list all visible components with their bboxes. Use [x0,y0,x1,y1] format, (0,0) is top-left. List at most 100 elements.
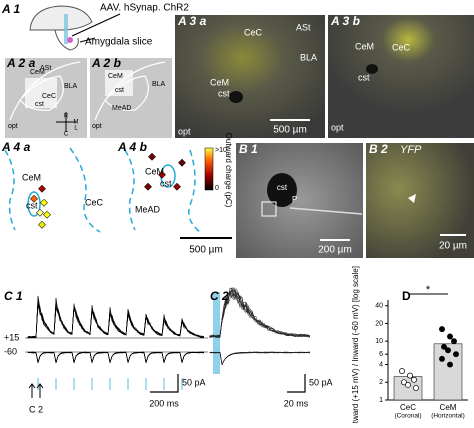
trace [27,301,205,339]
label: A 2 a [6,56,36,70]
label: cst [160,178,172,188]
label: CeM [355,41,374,51]
y-tick-label: 40 [375,303,383,310]
label: A 1 [1,2,21,16]
trace [209,351,310,366]
y-tick-label: 6 [379,351,383,358]
label: R [64,114,69,120]
point [451,338,457,345]
label: C 2 [210,289,229,303]
y-tick-label: 2 [379,379,383,386]
light-pulse [213,292,220,374]
label: 0 [215,185,219,192]
point [439,326,445,333]
point [405,382,411,388]
label: CeM [210,77,229,87]
label: opt [8,123,18,130]
point [399,368,405,375]
point [447,333,453,340]
roi [105,70,133,96]
label: CeC [244,27,263,37]
label: Outward charge (pC) [224,133,233,208]
y-axis-label: Outward (+15 mV) / Inward (-60 mV) [log … [351,266,360,423]
arrowhead [408,194,416,203]
label: cst [35,101,44,108]
label: YFP [400,144,422,156]
label: A 4 b [117,140,147,154]
label: L [74,126,78,132]
label: P [292,195,297,204]
trace [209,351,311,366]
label: opt [92,123,102,130]
label: CeM [145,166,164,176]
label: MeAD [112,105,131,112]
trace [27,301,205,339]
label: 20 ms [284,398,309,408]
x-tick-label: CeM [440,403,457,412]
y-tick-label: 20 [375,320,383,327]
trace [209,287,311,338]
y-tick-label: 4 [379,361,383,368]
label: M [74,120,79,126]
label: A 3 a [177,14,207,28]
point [453,351,459,358]
x-tick-note: (Horizontal) [431,413,465,420]
label: C [64,132,69,138]
label: cst [218,88,230,98]
label: opt [331,122,344,132]
cst [229,91,243,103]
y-tick-label: 1 [379,397,383,404]
trace [209,351,311,365]
label: BLA [152,81,166,88]
trace [27,302,205,339]
point [413,385,419,391]
micrograph [236,143,363,258]
cst-outline [27,191,41,217]
x-tick-note: (Coronal) [394,413,421,420]
trace [209,351,310,365]
trace [27,298,205,339]
label: MeAD [135,204,161,214]
label: CeC [42,93,56,100]
roi [25,78,57,108]
label: B 1 [239,142,258,156]
point [411,376,417,383]
outline [4,147,201,233]
label: 50 pA [309,377,333,387]
label: 20 µm [439,241,467,252]
label: cst [358,72,370,82]
label: C 1 [4,289,23,303]
trace [27,351,205,364]
label: CeM [108,73,123,80]
cst [267,173,297,207]
label: -60 [4,346,17,356]
point [439,355,445,362]
label: CeC [392,42,411,52]
traces [25,286,311,398]
trace [27,298,205,339]
y-tick-label: 10 [375,338,383,345]
label: +15 [4,332,19,342]
label: BLA [64,83,78,90]
pipette [289,207,363,215]
colorbar [204,147,214,191]
label: cst [277,183,288,192]
point [407,372,413,379]
label: 200 ms [149,398,179,408]
label: ASt [40,65,51,72]
point [445,347,451,354]
label: opt [178,126,191,136]
cst [366,64,378,74]
label: 200 µm [318,245,352,256]
sites [30,152,186,229]
label: cst [26,200,38,210]
label: cst [115,87,124,94]
micrograph [328,15,474,138]
label: A 4 a [1,140,31,154]
scale-bars [150,374,306,393]
arrow [28,383,44,398]
trace [209,351,311,365]
brain-schematic [29,5,121,51]
label: 500 µm [189,245,223,256]
